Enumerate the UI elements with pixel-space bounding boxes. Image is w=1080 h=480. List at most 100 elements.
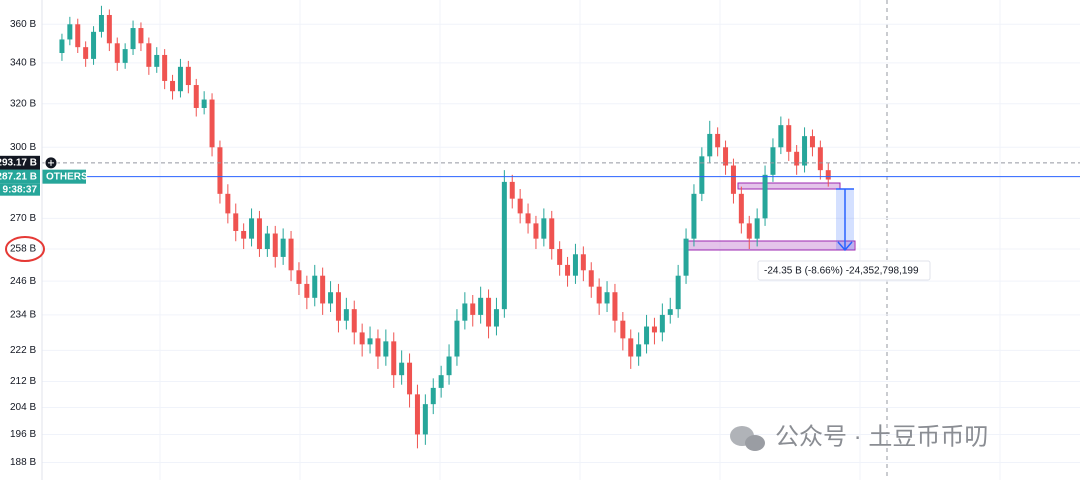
candle-body bbox=[707, 133, 713, 157]
candle-body bbox=[106, 14, 112, 44]
y-tick-label: 204 B bbox=[10, 402, 36, 413]
candle-body bbox=[825, 170, 831, 180]
candle-body bbox=[691, 193, 697, 239]
y-tick-label: 258 B bbox=[10, 244, 36, 255]
candle-body bbox=[233, 213, 239, 231]
candle-body bbox=[604, 292, 610, 304]
candle-body bbox=[217, 147, 223, 194]
y-tick-label: 340 B bbox=[10, 57, 36, 68]
candle-body bbox=[162, 54, 168, 81]
price-tag bbox=[0, 169, 40, 184]
candle-body bbox=[762, 174, 768, 219]
candle-body bbox=[209, 99, 215, 148]
candle-body bbox=[130, 28, 136, 50]
candle-body bbox=[478, 297, 484, 315]
candle-body bbox=[723, 147, 729, 166]
range-box bbox=[737, 182, 841, 190]
candle-body bbox=[588, 270, 594, 287]
candle-body bbox=[651, 326, 657, 333]
candle-body bbox=[738, 193, 744, 224]
y-tick-label: 188 B bbox=[10, 457, 36, 468]
candle-body bbox=[177, 66, 183, 92]
candle-body bbox=[667, 309, 673, 315]
candle-body bbox=[659, 314, 665, 333]
candle-body bbox=[225, 193, 231, 214]
candle-body bbox=[438, 375, 444, 388]
candle-body bbox=[802, 136, 808, 166]
countdown: 9:38:37 bbox=[3, 184, 38, 195]
y-tick-label: 360 B bbox=[10, 19, 36, 30]
candle-body bbox=[817, 147, 823, 171]
symbol-tag bbox=[42, 169, 86, 184]
range-box bbox=[684, 240, 856, 251]
candle-body bbox=[541, 218, 547, 239]
candle-body bbox=[256, 218, 262, 250]
candle-body bbox=[249, 218, 255, 239]
candle-body bbox=[75, 24, 81, 48]
candle-body bbox=[786, 125, 792, 152]
candle-body bbox=[794, 151, 800, 166]
candle-body bbox=[572, 254, 578, 276]
candle-body bbox=[493, 309, 499, 327]
candle-body bbox=[280, 238, 286, 257]
candle-body bbox=[59, 39, 65, 54]
candle-body bbox=[699, 156, 705, 194]
candle-body bbox=[122, 49, 128, 63]
candle-body bbox=[644, 326, 650, 345]
candle-body bbox=[430, 387, 436, 405]
candle-body bbox=[320, 275, 326, 304]
watermark: 公众号 · 土豆币币叨 bbox=[775, 423, 988, 450]
candle-body bbox=[486, 297, 492, 327]
candle-body bbox=[114, 43, 120, 63]
symbol-label: OTHERS bbox=[46, 171, 88, 182]
measure-box bbox=[757, 260, 931, 281]
y-tick-label: 270 B bbox=[10, 213, 36, 224]
candle-body bbox=[770, 147, 776, 175]
vertical-grid bbox=[159, 0, 1001, 480]
candle-body bbox=[383, 341, 389, 357]
y-tick-label: 196 B bbox=[10, 429, 36, 440]
candle-body bbox=[328, 292, 334, 304]
price-tag-label: 293.17 B bbox=[0, 157, 37, 168]
candle-body bbox=[98, 14, 104, 32]
candle-body bbox=[391, 341, 397, 376]
candle-body bbox=[580, 254, 586, 271]
candle-body bbox=[454, 320, 460, 357]
countdown-tag bbox=[0, 183, 40, 196]
candle-body bbox=[557, 249, 563, 265]
candle-body bbox=[83, 47, 89, 59]
y-tick-label: 234 B bbox=[10, 310, 36, 321]
candle-body bbox=[446, 356, 452, 376]
candle-body bbox=[509, 181, 515, 199]
candle-body bbox=[683, 238, 689, 276]
candle-body bbox=[67, 24, 73, 40]
candle-body bbox=[715, 133, 721, 148]
candle-body bbox=[596, 286, 602, 304]
y-tick-label: 222 B bbox=[10, 345, 36, 356]
candle-body bbox=[517, 198, 523, 214]
candle-body bbox=[628, 338, 634, 357]
candle-body bbox=[146, 43, 152, 67]
candle-body bbox=[549, 218, 555, 250]
candle-body bbox=[185, 66, 191, 86]
wechat-icon bbox=[745, 435, 765, 451]
candle-body bbox=[809, 136, 815, 148]
candle-body bbox=[312, 275, 318, 298]
measure-label: -24.35 B (-8.66%) -24,352,798,199 bbox=[764, 266, 919, 277]
candle-body bbox=[565, 264, 571, 276]
candle-body bbox=[154, 54, 160, 67]
candle-body bbox=[620, 320, 626, 339]
candle-body bbox=[193, 85, 199, 108]
candle-body bbox=[375, 338, 381, 357]
candle-body bbox=[359, 332, 365, 345]
candle-body bbox=[335, 292, 341, 321]
candle-body bbox=[138, 28, 144, 44]
candle-body bbox=[533, 223, 539, 239]
y-tick-label: 212 B bbox=[10, 376, 36, 387]
candle-body bbox=[343, 309, 349, 321]
candle-body bbox=[288, 238, 294, 271]
candle-body bbox=[304, 283, 310, 298]
candle-body bbox=[414, 394, 420, 435]
